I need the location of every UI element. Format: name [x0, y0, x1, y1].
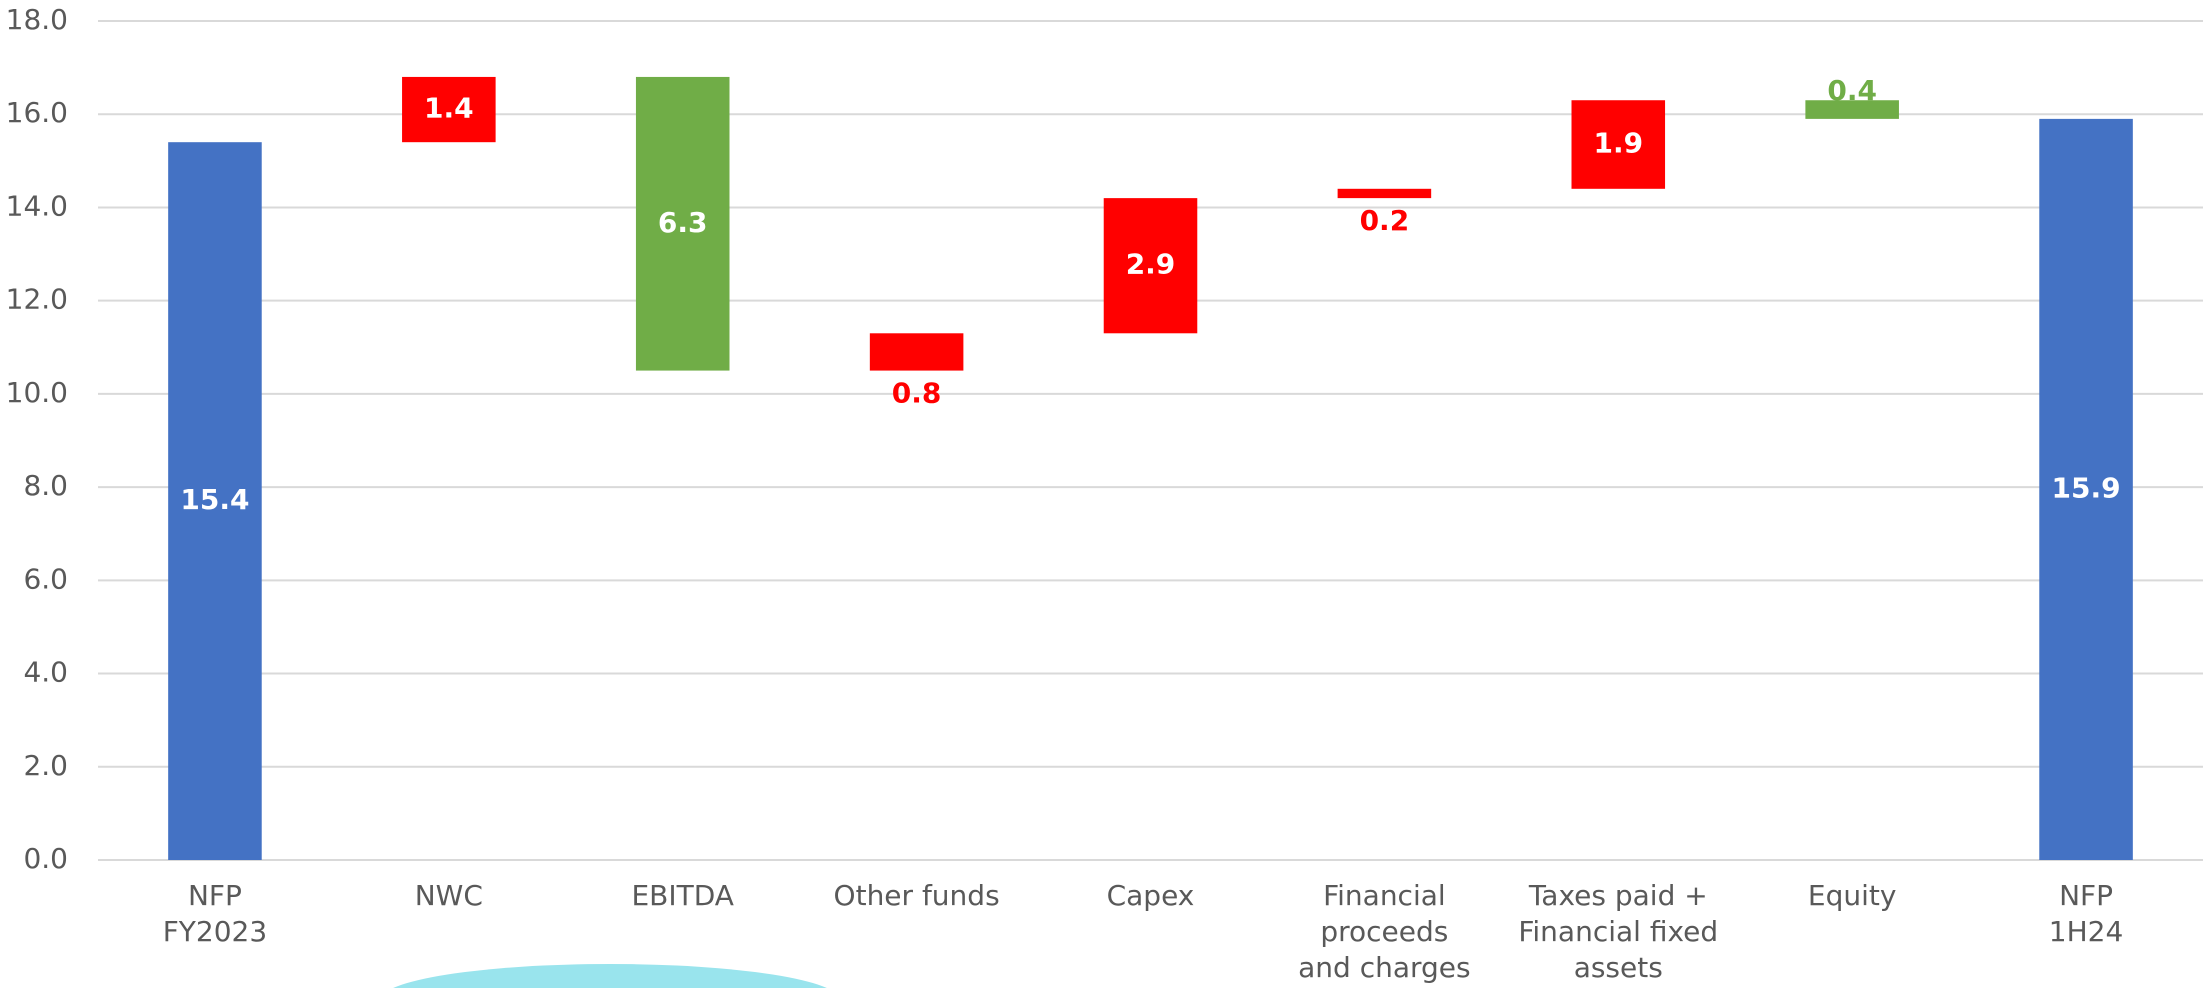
data-label: 2.9	[1126, 248, 1176, 281]
y-tick-label: 16.0	[6, 96, 68, 129]
bar	[635, 76, 730, 371]
decoration	[393, 964, 827, 988]
data-label: 0.4	[1827, 74, 1877, 107]
y-tick-label: 2.0	[23, 749, 68, 782]
y-tick-label: 0.0	[23, 842, 68, 875]
data-label: 15.4	[180, 483, 249, 516]
bar	[1805, 100, 1899, 119]
y-tick-label: 10.0	[6, 376, 68, 409]
data-label: 1.9	[1593, 127, 1643, 160]
x-tick-label: Taxes paid + Financial fixed assets	[1518, 879, 1719, 984]
y-tick-label: 4.0	[23, 656, 68, 689]
data-label: 0.2	[1360, 204, 1410, 237]
bar	[869, 333, 964, 371]
bar	[1337, 188, 1432, 199]
data-label: 0.8	[892, 377, 942, 410]
x-tick-label: NWC	[414, 879, 483, 912]
data-label: 6.3	[658, 206, 708, 239]
x-tick-label: EBITDA	[631, 879, 734, 912]
x-tick-label: NFP 1H24	[2048, 879, 2124, 948]
bar	[2039, 118, 2133, 861]
y-tick-label: 14.0	[6, 189, 68, 222]
x-tick-label: Capex	[1106, 879, 1195, 912]
bar	[402, 76, 496, 143]
y-tick-label: 6.0	[23, 562, 68, 595]
y-tick-label: 12.0	[6, 283, 68, 316]
x-tick-label: NFP FY2023	[162, 879, 268, 948]
data-label: 15.9	[2052, 471, 2121, 504]
x-tick-label: Equity	[1807, 879, 1897, 912]
data-label: 1.4	[424, 92, 474, 125]
x-tick-label: Financial proceeds and charges	[1298, 879, 1471, 984]
y-tick-label: 18.0	[6, 3, 68, 36]
bar	[1571, 100, 1666, 189]
bar	[1103, 198, 1198, 334]
y-tick-label: 8.0	[23, 469, 68, 502]
x-tick-label: Other funds	[833, 879, 1000, 912]
bar	[168, 142, 262, 860]
